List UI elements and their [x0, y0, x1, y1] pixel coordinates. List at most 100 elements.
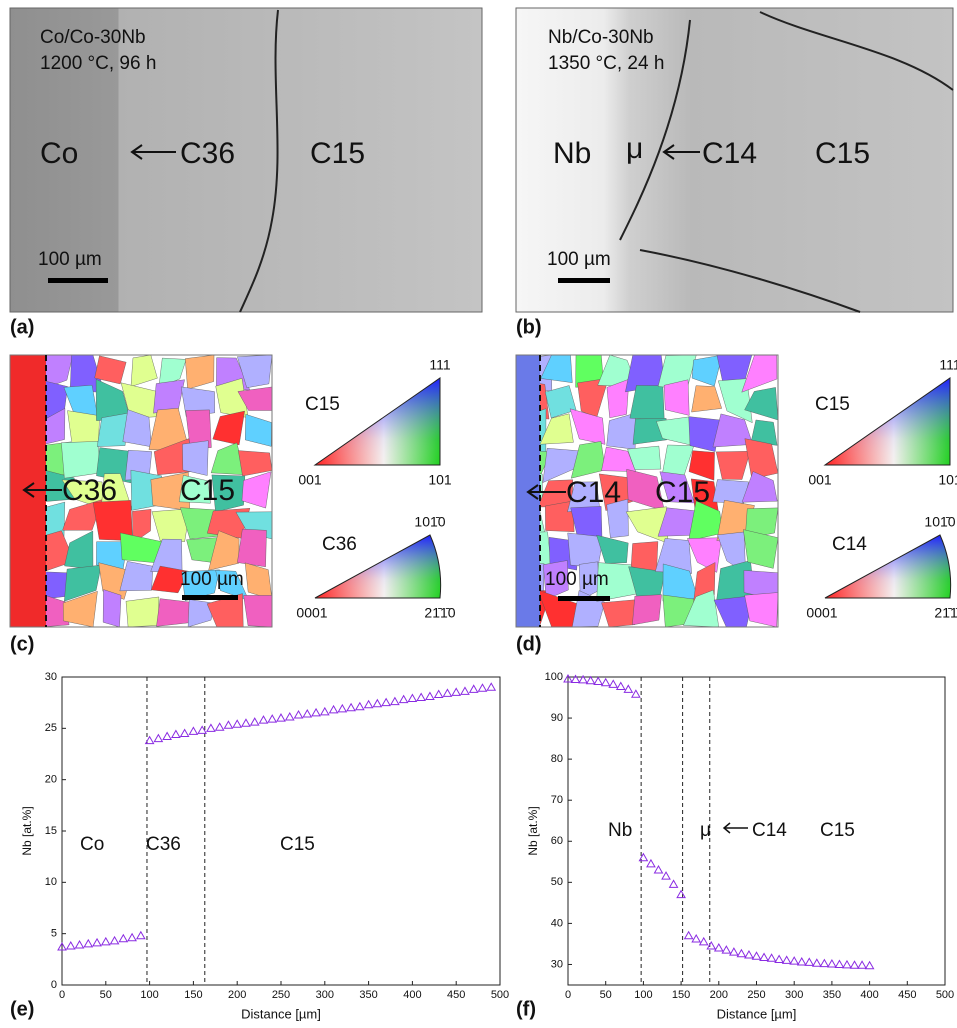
data-point — [570, 674, 581, 683]
phase: μ — [626, 132, 643, 165]
arrow — [662, 144, 700, 160]
grain — [158, 357, 187, 388]
data-point — [486, 682, 497, 691]
crack — [619, 11, 954, 313]
scale-bar — [182, 595, 238, 600]
key-phase: C15 — [305, 394, 340, 415]
data-point — [179, 728, 190, 737]
data-point — [407, 693, 418, 703]
conditions: 1200 °C, 96 h — [40, 53, 156, 74]
y-tick-label: 20 — [45, 774, 57, 786]
data-point — [638, 852, 649, 862]
data-point — [92, 937, 102, 947]
data-point — [744, 950, 754, 959]
x-axis-label: Distance [µm] — [241, 1006, 321, 1021]
grain — [596, 534, 629, 564]
grain — [663, 379, 690, 416]
scale-label: 100 µm — [180, 569, 244, 590]
scale-label: 100 µm — [38, 249, 102, 270]
arrow — [130, 144, 176, 160]
grain — [185, 409, 212, 448]
arrow — [722, 822, 748, 834]
data-point — [781, 955, 792, 964]
data-point — [477, 683, 488, 692]
sample: Nb/Co-30Nb — [548, 27, 654, 48]
data-point — [623, 684, 634, 693]
y-tick-label: 5 — [51, 928, 57, 940]
data-point — [661, 871, 671, 880]
grain — [64, 564, 102, 602]
y-tick-label: 0 — [51, 979, 57, 991]
data-point — [276, 713, 286, 722]
data-point — [206, 723, 216, 732]
x-tick-label: 450 — [898, 989, 916, 1001]
grain — [245, 414, 272, 447]
x-tick-label: 500 — [936, 989, 954, 1001]
key-corner: 0001 — [296, 605, 327, 621]
data-point — [811, 958, 822, 967]
data-point — [729, 947, 739, 956]
ebsd-map-c — [9, 354, 273, 628]
grain — [62, 499, 104, 531]
scale-bar — [558, 596, 610, 601]
grain — [606, 378, 630, 419]
y-tick-label: 90 — [551, 712, 563, 724]
scale-bar — [558, 278, 610, 283]
grain — [569, 408, 606, 445]
key-corner: 101̄0 — [414, 514, 445, 530]
y-tick-label: 60 — [551, 835, 563, 847]
grain — [208, 530, 240, 571]
data-point — [74, 939, 85, 949]
x-tick-label: 450 — [447, 989, 465, 1001]
x-tick-label: 150 — [184, 989, 202, 1001]
grain — [543, 560, 569, 600]
grain — [61, 441, 101, 479]
grain — [97, 412, 128, 447]
region-label: C15 — [820, 820, 855, 841]
data-point — [759, 952, 769, 961]
data-point — [683, 930, 694, 940]
data-point — [197, 725, 208, 734]
plot-frame — [61, 676, 501, 986]
grain — [691, 385, 723, 413]
panel-label: (e) — [10, 998, 34, 1020]
data-point — [319, 706, 330, 716]
key-corner: 111 — [429, 357, 450, 373]
data-point — [804, 957, 815, 966]
grain — [182, 440, 209, 476]
data-point — [100, 936, 111, 946]
grain — [750, 419, 778, 446]
data-point — [774, 954, 784, 964]
x-axis-label: Distance [µm] — [717, 1006, 797, 1021]
grain — [629, 385, 665, 421]
data-point — [232, 719, 243, 728]
key-corner: 001 — [298, 472, 322, 488]
grain — [688, 450, 715, 481]
data-point — [284, 712, 295, 721]
data-point — [646, 858, 656, 868]
data-point — [223, 720, 234, 729]
data-point — [653, 865, 664, 874]
grain — [627, 445, 662, 470]
x-tick-label: 100 — [634, 989, 652, 1001]
data-point — [241, 718, 251, 727]
data-point — [842, 959, 852, 969]
data-point — [600, 677, 611, 687]
grain — [243, 595, 273, 628]
region-label: μ — [700, 820, 711, 841]
data-point — [425, 691, 435, 701]
grain — [64, 530, 94, 570]
grain — [150, 565, 190, 594]
x-tick-label: 350 — [823, 989, 841, 1001]
data-point — [834, 959, 845, 968]
panel-label: (d) — [516, 633, 542, 655]
grain — [212, 410, 245, 446]
data-point — [311, 707, 321, 717]
grain — [156, 598, 191, 627]
grain — [743, 529, 779, 569]
grain — [606, 412, 637, 450]
data-point — [721, 945, 732, 954]
grain — [185, 354, 215, 390]
data-point — [214, 722, 225, 731]
